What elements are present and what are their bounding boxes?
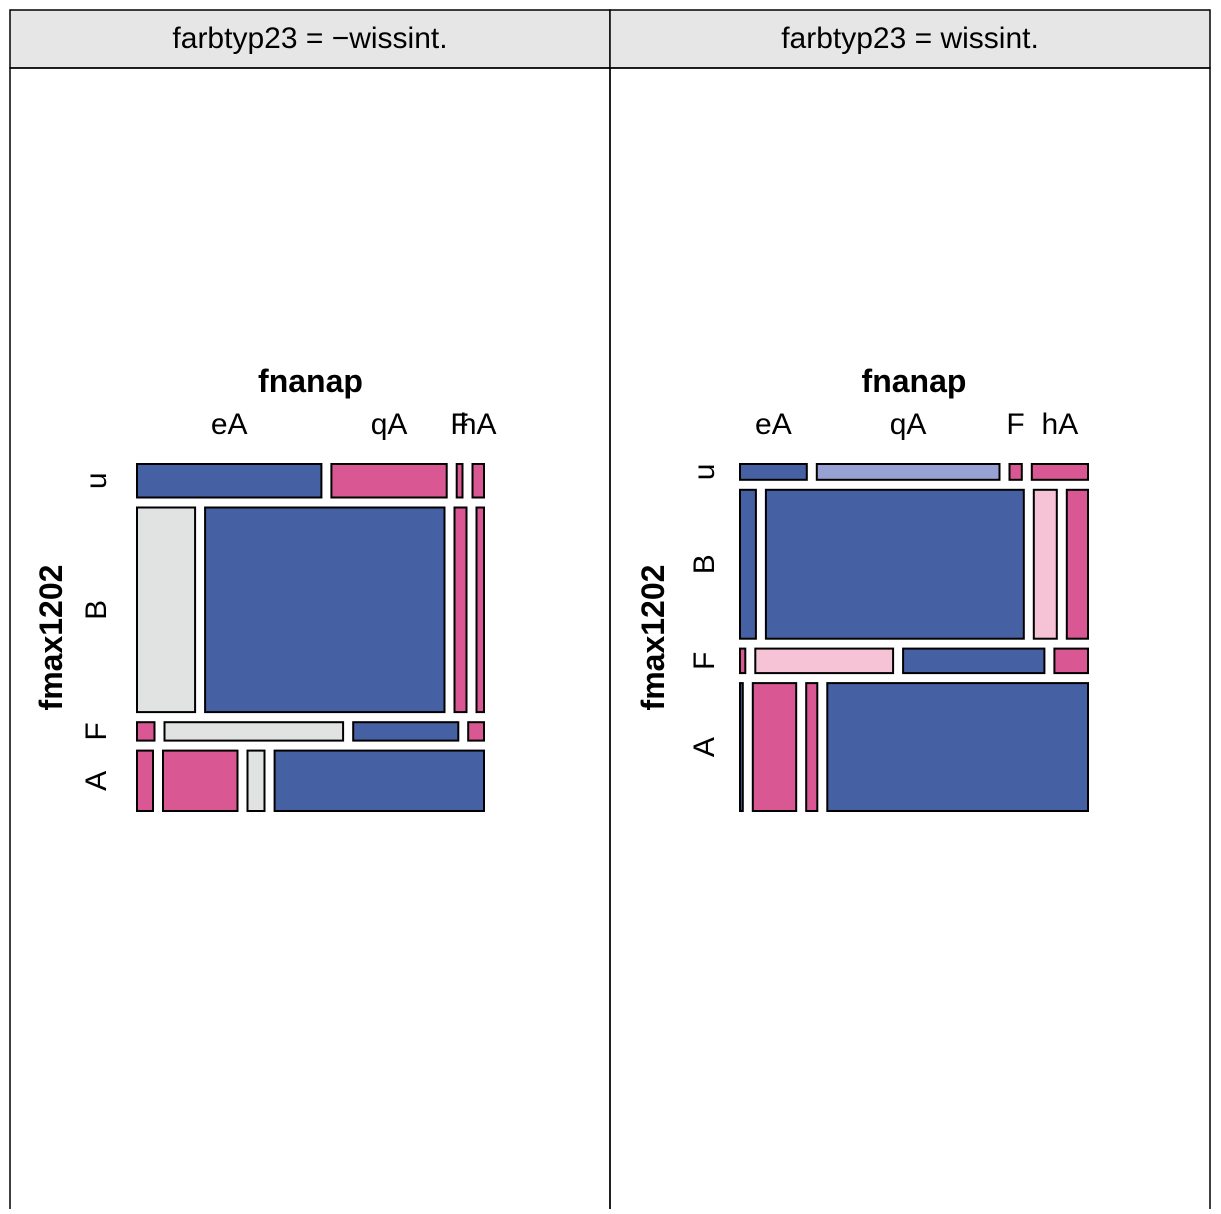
mosaic-tile-u-1: [136, 463, 323, 499]
mosaic-tile-b-4: [1065, 488, 1090, 640]
column-label: eA: [755, 408, 792, 441]
mosaic-tile-b-1: [739, 488, 757, 640]
row-variable-title: fmax1202: [33, 565, 69, 711]
column-label: F: [1006, 408, 1024, 441]
mosaic-tile-u-3: [1008, 463, 1023, 481]
mosaic-tile-a-1: [136, 749, 154, 812]
mosaic-tile-b-1: [136, 506, 197, 714]
mosaic-tile-u-2: [815, 463, 1001, 481]
mosaic-tile-a-2: [751, 682, 798, 812]
mosaic-tile-f-3: [902, 647, 1046, 675]
column-variable-title: fnanap: [258, 363, 363, 399]
mosaic-tile-f-2: [163, 721, 345, 742]
row-label: F: [80, 722, 113, 740]
mosaic-tile-b-3: [453, 506, 468, 714]
mosaic-tile-u-2: [330, 463, 448, 499]
column-label: qA: [371, 408, 408, 441]
row-label: F: [688, 652, 721, 670]
column-variable-title: fnanap: [862, 363, 967, 399]
mosaic-tile-f-3: [352, 721, 460, 742]
strip-label: farbtyp23 = −wissint.: [172, 22, 447, 55]
mosaic-tile-a-1: [739, 682, 744, 812]
mosaic-tile-a-3: [805, 682, 819, 812]
row-label: u: [688, 464, 721, 481]
mosaic-tile-u-4: [471, 463, 485, 499]
mosaic-tile-a-2: [162, 749, 239, 812]
row-label: A: [688, 737, 721, 757]
mosaic-tile-f-1: [739, 647, 747, 675]
row-label: u: [80, 472, 113, 489]
mosaic-tile-f-2: [754, 647, 895, 675]
mosaic-tile-b-3: [1032, 488, 1058, 640]
mosaic-tile-u-3: [455, 463, 464, 499]
strip-label: farbtyp23 = wissint.: [781, 22, 1039, 55]
mosaic-tile-u-1: [739, 463, 808, 481]
strip-bg: [609, 9, 1211, 69]
column-label: hA: [1042, 408, 1079, 441]
column-label: F: [450, 408, 468, 441]
mosaic-tile-u-4: [1030, 463, 1090, 481]
mosaic-tile-a-4: [826, 682, 1089, 812]
mosaic-tile-b-4: [475, 506, 485, 714]
strip-bg: [9, 9, 611, 69]
row-label: B: [688, 554, 721, 574]
column-label: qA: [890, 408, 927, 441]
row-label: B: [80, 600, 113, 620]
row-variable-title: fmax1202: [635, 565, 671, 711]
column-label: eA: [211, 408, 248, 441]
mosaic-tile-f-4: [467, 721, 486, 742]
mosaic-tile-f-4: [1053, 647, 1090, 675]
mosaic-tile-b-2: [764, 488, 1025, 640]
mosaic-tile-b-2: [204, 506, 446, 714]
column-label: hA: [460, 408, 497, 441]
mosaic-tile-a-4: [273, 749, 485, 812]
row-label: A: [80, 771, 113, 791]
mosaic-tile-f-1: [136, 721, 156, 742]
mosaic-tile-a-3: [246, 749, 266, 812]
